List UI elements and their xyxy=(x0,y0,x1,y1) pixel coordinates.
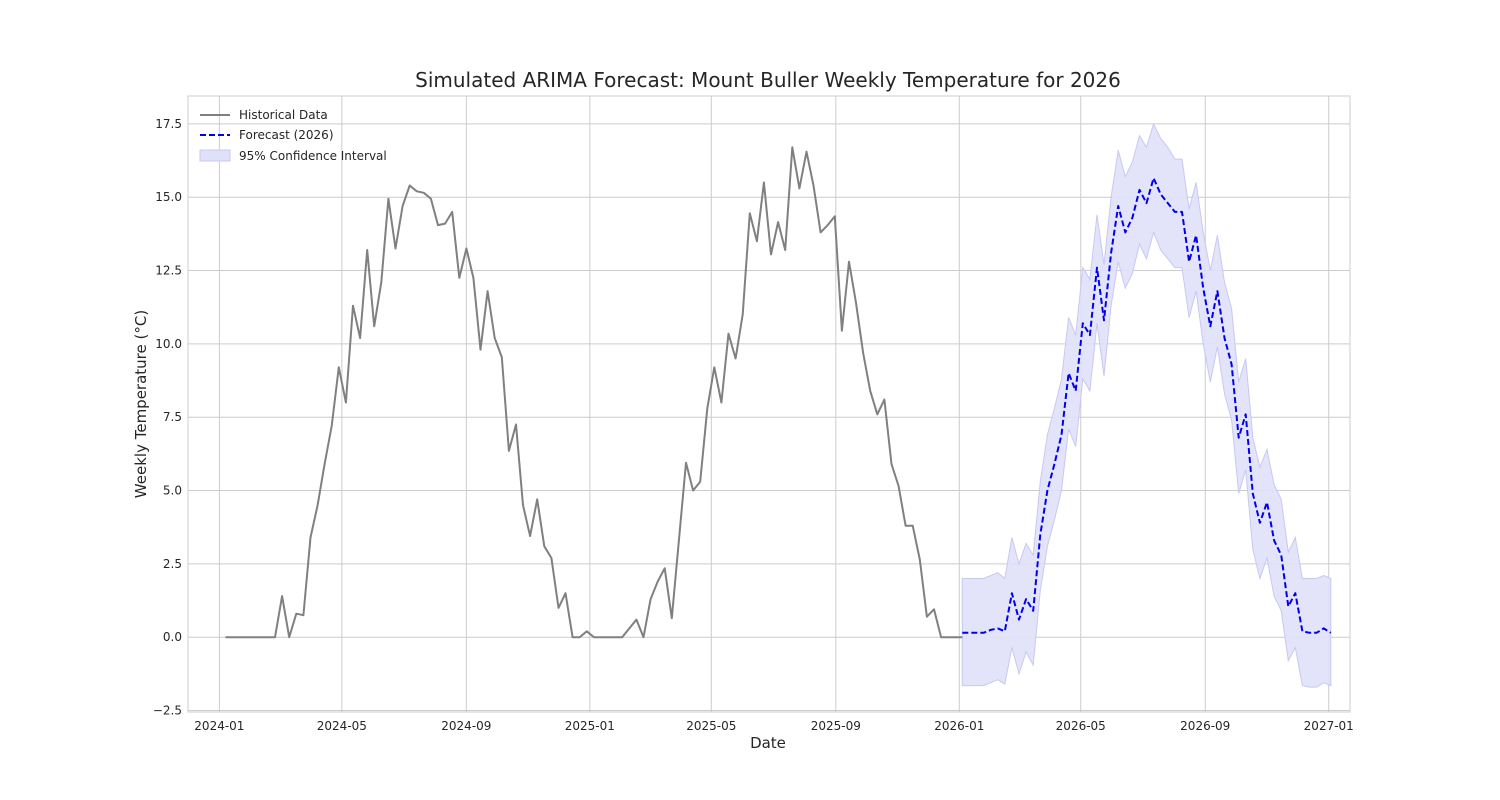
historical-line xyxy=(225,146,963,639)
y-axis-title: Weekly Temperature (°C) xyxy=(132,310,150,498)
y-tick-label: 7.5 xyxy=(163,410,182,424)
legend-label-confidence: 95% Confidence Interval xyxy=(239,149,387,163)
x-tick-label: 2027-01 xyxy=(1304,719,1354,733)
legend-label-forecast: Forecast (2026) xyxy=(239,128,334,142)
y-tick-label: 10.0 xyxy=(155,337,182,351)
x-tick-label: 2024-05 xyxy=(317,719,367,733)
y-tick-label: 2.5 xyxy=(163,557,182,571)
x-tick-label: 2026-09 xyxy=(1180,719,1230,733)
confidence-interval-band xyxy=(961,122,1332,688)
x-axis-title: Date xyxy=(750,734,786,752)
legend-swatch-confidence xyxy=(199,149,231,162)
chart-title: Simulated ARIMA Forecast: Mount Buller W… xyxy=(415,68,1121,92)
legend: Historical Data Forecast (2026) 95% Conf… xyxy=(199,108,387,163)
x-tick-label: 2025-05 xyxy=(686,719,736,733)
y-tick-label: −2.5 xyxy=(153,704,182,718)
x-tick-label: 2026-05 xyxy=(1056,719,1106,733)
x-tick-label: 2025-09 xyxy=(811,719,861,733)
forecast-line xyxy=(962,177,1332,634)
y-tick-label: 0.0 xyxy=(163,630,182,644)
tick-labels: 2024-01 2024-05 2024-09 2025-01 2025-05 2025-… xyxy=(153,117,1354,733)
confidence-band-layer xyxy=(961,122,1332,688)
x-tick-label: 2024-01 xyxy=(194,719,244,733)
y-tick-label: 17.5 xyxy=(155,117,182,131)
x-tick-label: 2024-09 xyxy=(441,719,491,733)
grid xyxy=(188,96,1350,712)
y-tick-label: 5.0 xyxy=(163,484,182,498)
y-tick-label: 12.5 xyxy=(155,264,182,278)
series-layer xyxy=(225,146,1332,639)
plot-frame xyxy=(187,95,1351,713)
x-tick-label: 2025-01 xyxy=(565,719,615,733)
y-tick-label: 15.0 xyxy=(155,190,182,204)
x-tick-label: 2026-01 xyxy=(934,719,984,733)
legend-label-historical: Historical Data xyxy=(239,108,328,122)
